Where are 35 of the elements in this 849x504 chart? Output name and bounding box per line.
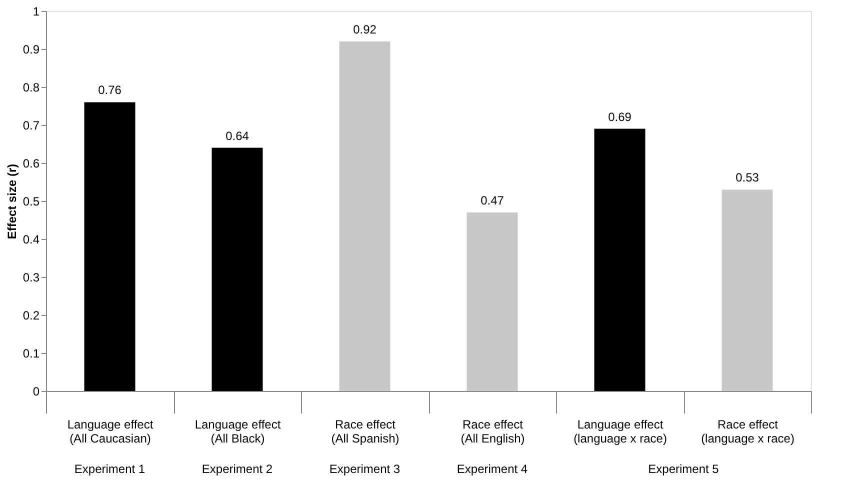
- y-tick-label: 0.8: [22, 80, 40, 94]
- bar: [212, 148, 263, 391]
- y-tick-label: 0: [32, 384, 40, 398]
- data-label: 0.76: [98, 83, 122, 98]
- text: Experiment 5: [648, 462, 720, 476]
- x-tick-label: Language effect (All Black): [194, 418, 282, 446]
- x-tick-label: Race effect (language x race): [701, 418, 794, 446]
- bar: [722, 190, 773, 391]
- y-tick-label: 0.4: [22, 232, 40, 246]
- text: Experiment 3: [329, 462, 400, 476]
- y-tick-label: 0.6: [22, 156, 40, 170]
- y-tick-label: 0.7: [22, 118, 40, 132]
- data-label: 0.64: [226, 128, 250, 143]
- data-label: 0.53: [736, 170, 760, 185]
- bar: [84, 102, 136, 391]
- x-tick-label: Race effect (All English): [460, 418, 525, 446]
- x-tick-label: Language effect (All Caucasian): [67, 418, 154, 446]
- y-axis-title: Effect size (r): [4, 164, 19, 240]
- text: Experiment 2: [202, 462, 273, 476]
- data-label: 0.92: [353, 22, 377, 36]
- data-label: 0.69: [608, 110, 632, 124]
- y-tick-label: 1: [32, 4, 40, 18]
- bar: [594, 128, 646, 391]
- y-tick-label: 0.2: [22, 308, 40, 322]
- y-tick-label: 0.3: [22, 270, 40, 284]
- text: Experiment 1: [74, 462, 146, 476]
- y-tick-label: 0.1: [22, 346, 40, 360]
- y-tick-label: 0.9: [22, 42, 40, 56]
- text: Experiment 4: [456, 462, 528, 476]
- x-tick-label: Race effect (All Spanish): [331, 418, 400, 446]
- bar: [466, 212, 518, 391]
- bar: [339, 41, 390, 391]
- x-tick-label: Language effect (language x race): [574, 418, 667, 446]
- y-tick-label: 0.5: [22, 194, 40, 208]
- data-label: 0.47: [480, 193, 504, 208]
